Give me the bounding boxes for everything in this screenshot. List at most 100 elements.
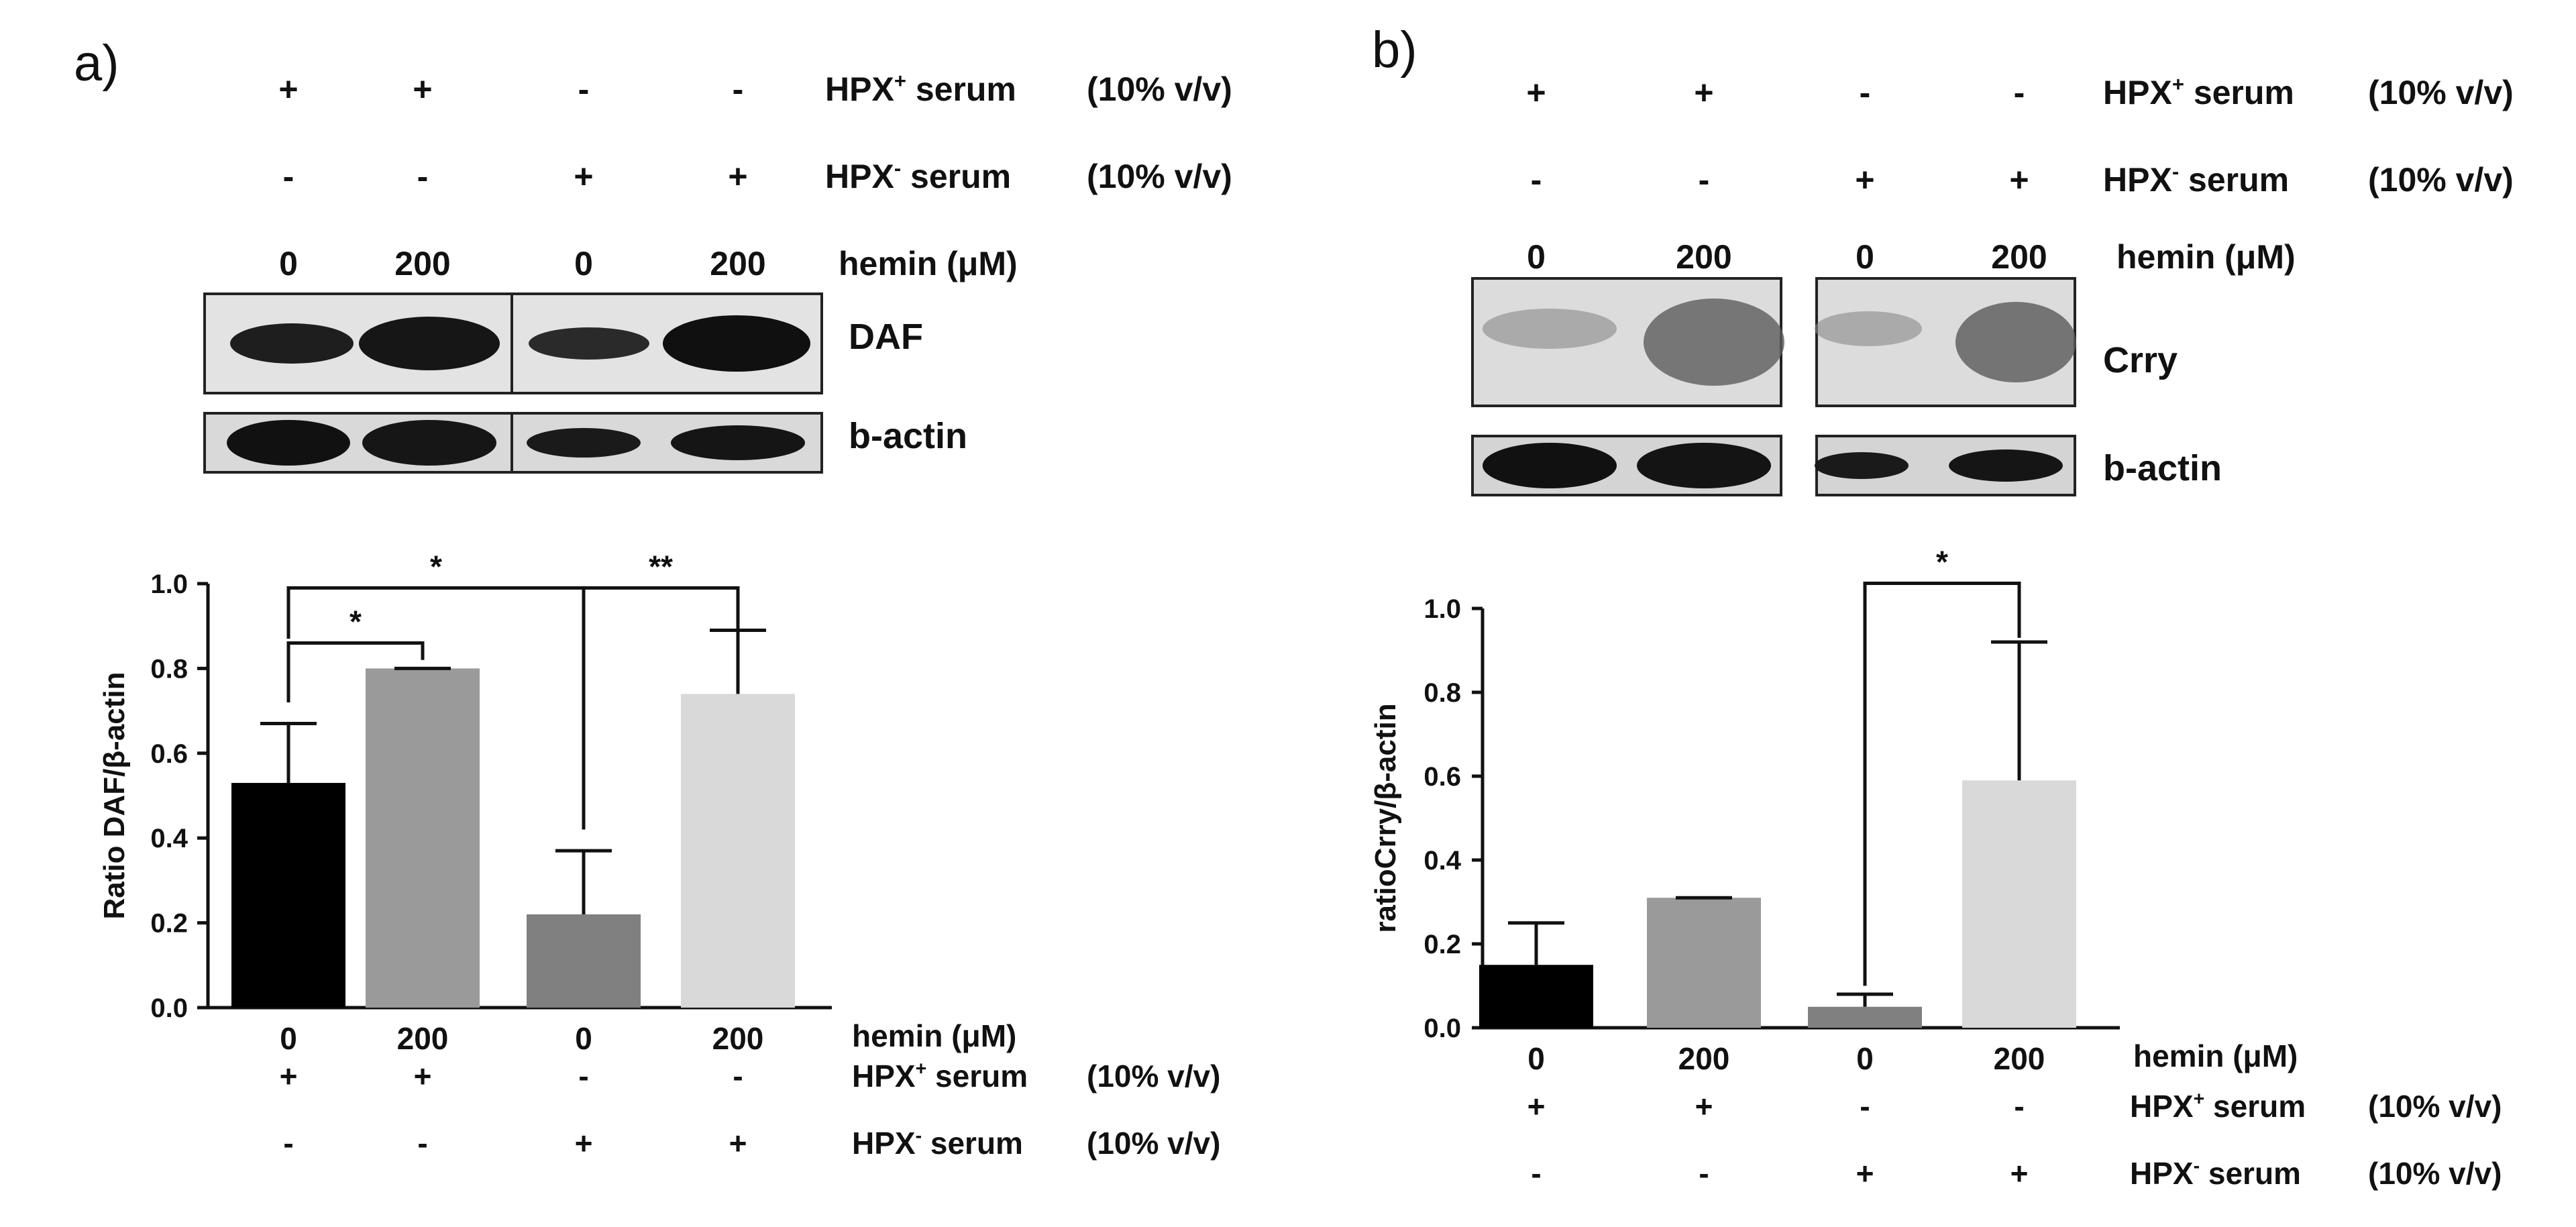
header-sign: + (1855, 161, 1874, 199)
blot-label-bactin: b-actin (849, 416, 967, 456)
header-hemin-value: 0 (574, 245, 593, 282)
footer-sign: + (575, 1126, 593, 1161)
footer-series-label: HPX+ serum (2130, 1089, 2306, 1124)
header-sign: - (283, 158, 294, 195)
x-axis-label: hemin (μM) (852, 1018, 1016, 1053)
header-hemin-value: 0 (1527, 238, 1546, 276)
footer-concentration: (10% v/v) (2368, 1156, 2502, 1191)
y-tick-label: 0.8 (1424, 678, 1461, 708)
footer-series-label: HPX+ serum (852, 1059, 1028, 1093)
header-hemin-value: 200 (710, 245, 765, 282)
header-sign: + (574, 158, 593, 195)
header-sign: - (417, 158, 429, 195)
significance-label: * (1936, 545, 1948, 580)
x-tick-label: 0 (1527, 1041, 1545, 1076)
panel-a: a) + + - - HPX+ serum (10% v/v) - - + + HPX- serum (… (74, 35, 1232, 1161)
blot-bactin-right (1815, 435, 2076, 496)
footer-sign: - (733, 1059, 743, 1093)
significance-bracket (582, 586, 740, 830)
x-tick-label: 0 (1856, 1041, 1874, 1076)
panel-label: b) (1372, 21, 1417, 78)
blot-label-target: DAF (849, 317, 923, 357)
y-axis-label: Ratio DAF/β-actin (98, 672, 131, 919)
bar (1808, 1006, 1922, 1028)
bar (1647, 898, 1761, 1028)
footer-sign: + (280, 1059, 298, 1093)
bar (366, 668, 480, 1008)
header-hemin-value: 200 (1676, 238, 1731, 276)
footer-sign: - (1699, 1156, 1709, 1191)
y-tick-label: 0.2 (1424, 930, 1461, 959)
footer-sign: - (417, 1126, 427, 1161)
header-concentration: (10% v/v) (2368, 161, 2514, 199)
footer-concentration: (10% v/v) (1087, 1126, 1220, 1161)
bar-chart-a: 0.0 0.2 0.4 0.6 0.8 1.0 Ratio DAF/β-actin 0 200 0… (98, 549, 1016, 1056)
footer-sign: + (1856, 1156, 1874, 1191)
header-sign: - (1699, 161, 1710, 199)
footer-sign: + (1527, 1089, 1546, 1124)
header-sign: + (413, 70, 432, 108)
header-sign: + (1526, 74, 1546, 111)
y-tick-label: 0.2 (150, 909, 188, 939)
panel-label: a) (74, 35, 119, 92)
y-tick-label: 0.4 (1424, 846, 1461, 875)
significance-bracket (1863, 582, 2021, 986)
footer-series-label: HPX- serum (2130, 1156, 2301, 1191)
bar (527, 914, 641, 1008)
bar (1479, 965, 1593, 1028)
header-sign: - (2014, 74, 2025, 111)
x-tick-label: 200 (712, 1021, 764, 1056)
header-hemin-value: 200 (394, 245, 450, 282)
bar-chart-b: 0.0 0.2 0.4 0.6 0.8 1.0 ratioCrry/β-actin 0 200 0… (1369, 545, 2298, 1077)
blot-bactin-right (511, 412, 823, 474)
x-axis-label: hemin (μM) (2133, 1038, 2298, 1073)
y-axis-label: ratioCrry/β-actin (1369, 703, 1402, 932)
footer-concentration: (10% v/v) (1087, 1059, 1220, 1093)
header-sign: + (2009, 161, 2029, 199)
blot-daf-right (511, 292, 823, 394)
bar (681, 694, 795, 1008)
y-tick-label: 1.0 (150, 570, 188, 599)
header-series-label: HPX- serum (2103, 160, 2289, 199)
y-tick-label: 0.6 (1424, 762, 1461, 792)
blot-label-target: Crry (2103, 340, 2178, 380)
header-series-label: HPX- serum (825, 156, 1011, 195)
blot-crry-right (1815, 277, 2076, 407)
x-tick-label: 200 (1678, 1041, 1730, 1076)
bar (1962, 780, 2076, 1028)
y-tick-label: 0.8 (150, 654, 188, 684)
blot-crry-left (1471, 277, 1784, 407)
blot-bactin-left (1471, 435, 1782, 496)
footer-series-label: HPX- serum (852, 1126, 1023, 1161)
blot-daf-left (203, 292, 567, 394)
footer-sign: + (1695, 1089, 1713, 1124)
x-tick-label: 0 (575, 1021, 592, 1056)
y-tick-label: 0.0 (150, 994, 188, 1023)
header-sign: - (1860, 74, 1871, 111)
header-sign: - (578, 70, 590, 108)
panel-b: b) + + - - HPX+ serum (10% v/v) - - + + HPX- serum (… (1369, 21, 2514, 1191)
header-hemin-value: 0 (1856, 238, 1874, 276)
header-hemin-value: 200 (1991, 238, 2047, 276)
x-tick-label: 0 (280, 1021, 297, 1056)
bar (231, 783, 345, 1008)
y-tick-label: 0.6 (150, 739, 188, 769)
x-tick-label: 200 (1994, 1041, 2045, 1076)
footer-concentration: (10% v/v) (2368, 1089, 2502, 1124)
header-series-label: HPX+ serum (825, 69, 1016, 108)
header-sign: + (1694, 74, 1713, 111)
footer-sign: + (2010, 1156, 2029, 1191)
y-tick-label: 0.4 (150, 824, 188, 853)
footer-sign: - (578, 1059, 588, 1093)
significance-bracket (286, 641, 425, 702)
header-series-label: HPX+ serum (2103, 72, 2294, 111)
footer-sign: - (1860, 1089, 1870, 1124)
significance-label: * (350, 604, 362, 639)
header-sign: - (733, 70, 744, 108)
header-sign: + (278, 70, 298, 108)
header-hemin-value: 0 (279, 245, 298, 282)
footer-sign: + (414, 1059, 432, 1093)
significance-label: ** (649, 549, 673, 584)
header-sign: - (1531, 161, 1542, 199)
header-concentration: (10% v/v) (1087, 158, 1232, 195)
